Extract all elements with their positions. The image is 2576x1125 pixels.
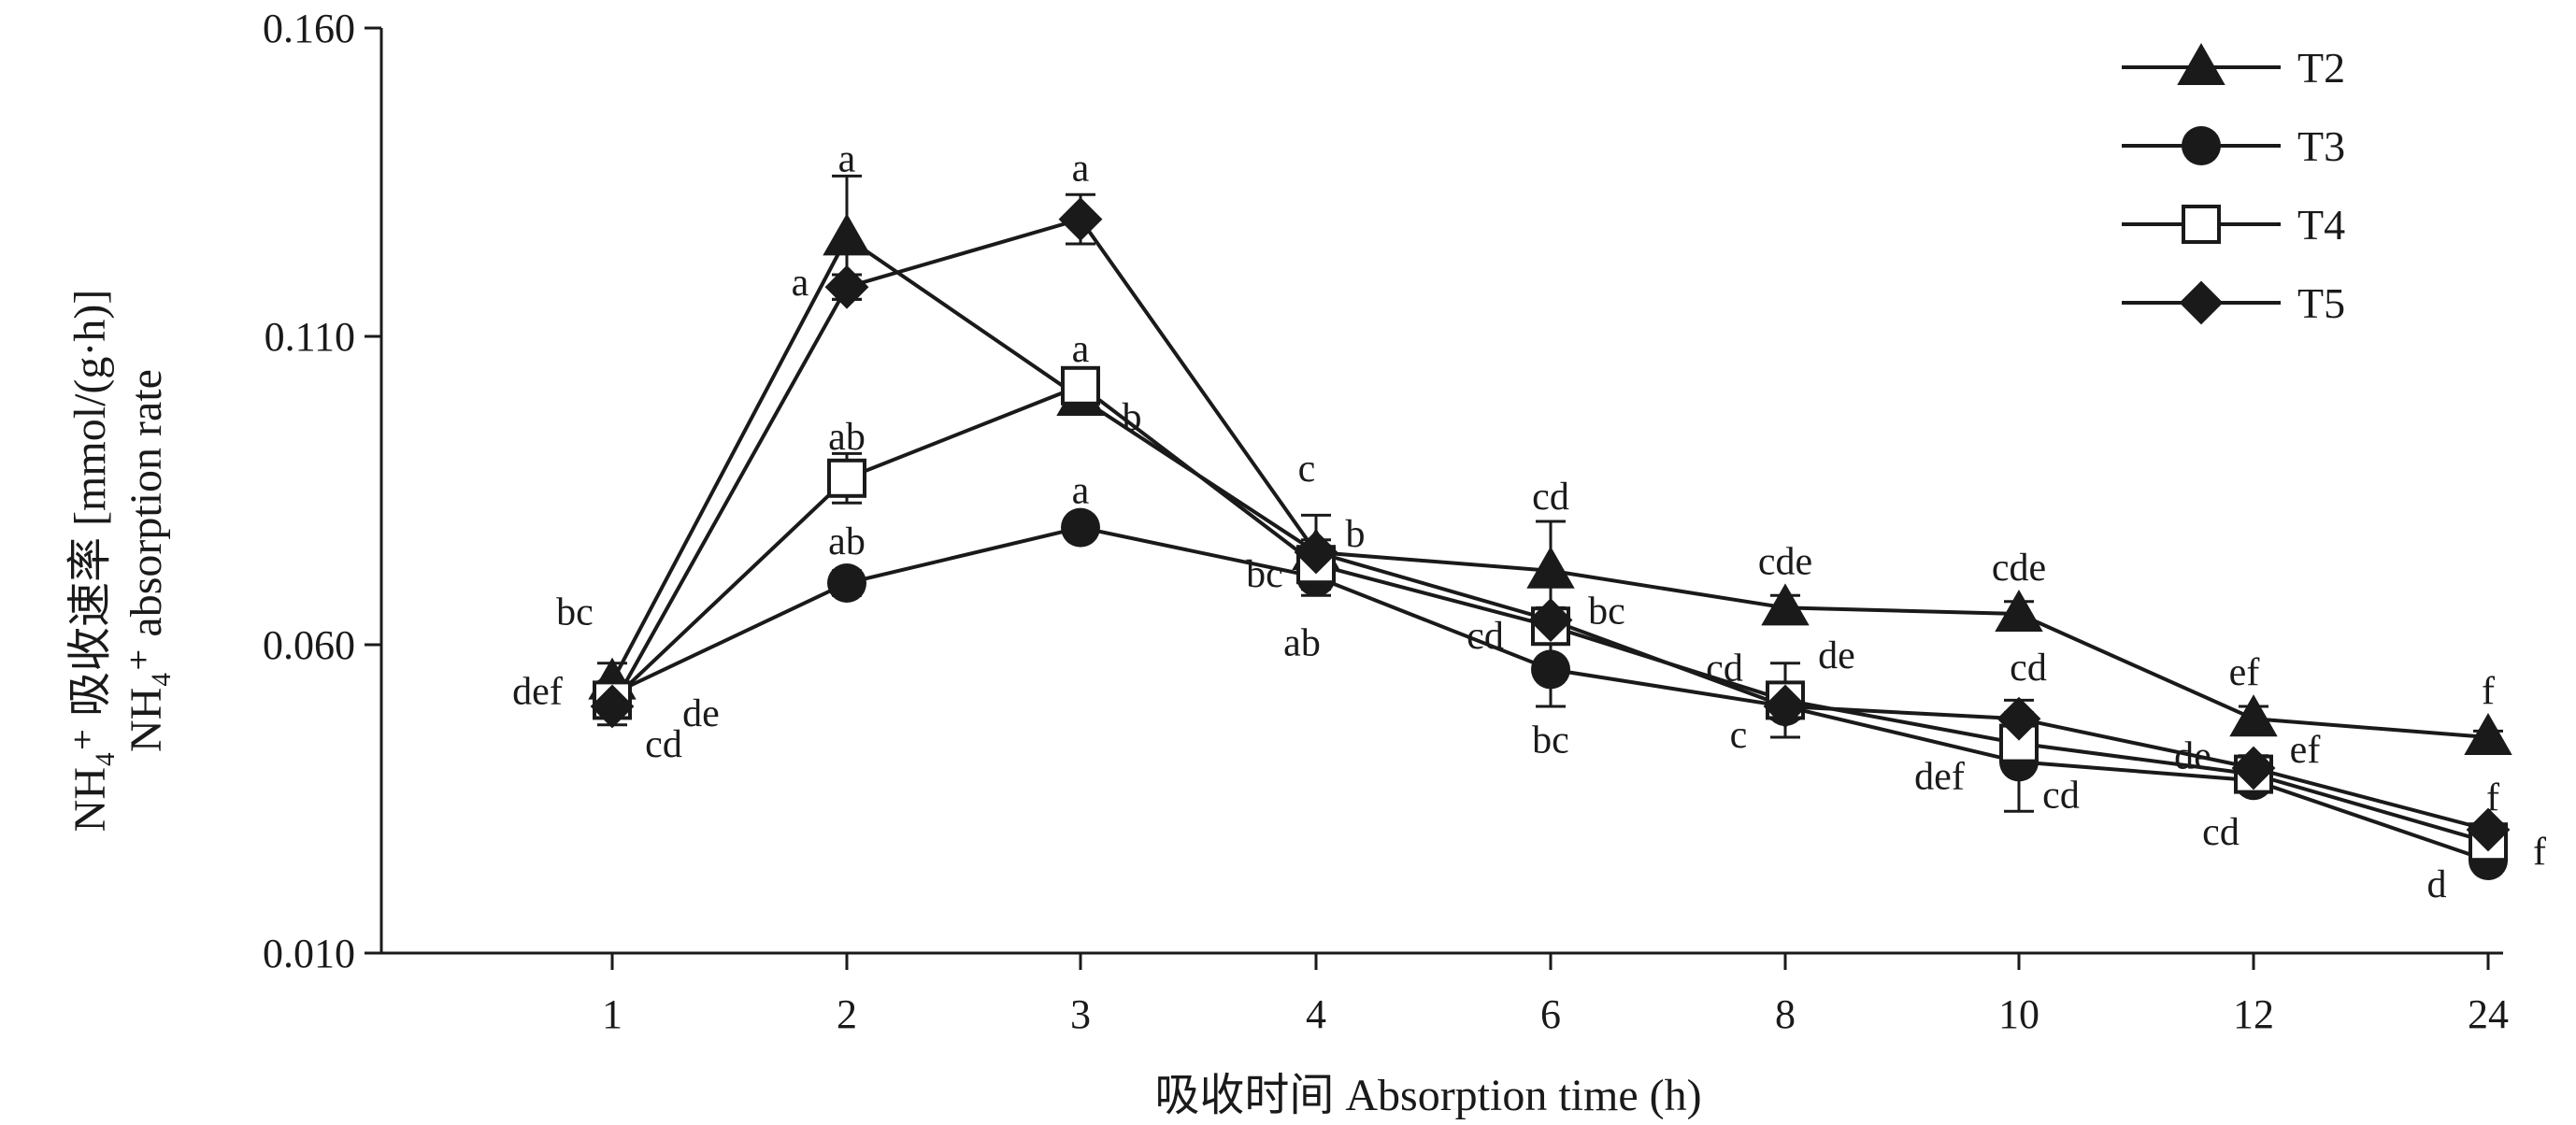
significance-label: de bbox=[1818, 634, 1855, 677]
legend-marker bbox=[2182, 205, 2221, 244]
x-tick-label: 24 bbox=[2468, 991, 2509, 1037]
data-point bbox=[2231, 746, 2276, 790]
significance-label: ab bbox=[828, 416, 866, 459]
data-point bbox=[1763, 684, 1808, 729]
significance-label: bc bbox=[556, 591, 594, 634]
data-point bbox=[827, 563, 866, 603]
x-tick-label: 10 bbox=[1998, 991, 2039, 1037]
significance-label: ab bbox=[828, 520, 866, 563]
data-point bbox=[590, 684, 635, 729]
significance-label: a bbox=[1072, 328, 1090, 371]
legend-item-t2: T2 bbox=[2122, 42, 2345, 92]
x-tick-label: 8 bbox=[1775, 991, 1796, 1037]
significance-label: f bbox=[2533, 831, 2546, 874]
data-point bbox=[1294, 530, 1338, 575]
data-point bbox=[2466, 807, 2511, 852]
x-tick-label: 12 bbox=[2233, 991, 2274, 1037]
y-tick-label: 0.160 bbox=[263, 6, 355, 51]
significance-label: ef bbox=[2229, 651, 2260, 694]
significance-label: c bbox=[1730, 714, 1748, 757]
significance-label: de bbox=[682, 692, 720, 735]
data-point bbox=[1531, 649, 1570, 690]
legend-marker bbox=[2179, 280, 2224, 325]
significance-label: d bbox=[2427, 863, 2447, 906]
significance-label: cde bbox=[1758, 540, 1812, 583]
data-point bbox=[1061, 365, 1100, 406]
x-axis-title: 吸收时间 Absorption time (h) bbox=[1154, 1071, 1701, 1120]
significance-label: cd bbox=[1467, 615, 1504, 658]
significance-label: a bbox=[1072, 148, 1090, 191]
significance-label: a bbox=[1072, 470, 1090, 513]
significance-label: b bbox=[1123, 396, 1142, 439]
y-axis-title-en: NH₄⁺ absorption rate bbox=[122, 369, 171, 752]
legend: T2 T3 T4 T5 bbox=[2122, 42, 2345, 327]
data-point bbox=[1995, 589, 2043, 632]
significance-label: cd bbox=[2010, 647, 2047, 690]
x-tick-label: 3 bbox=[1070, 991, 1091, 1037]
significance-label: cd bbox=[1706, 647, 1743, 690]
x-tick-label: 4 bbox=[1306, 991, 1326, 1037]
y-tick-label: 0.060 bbox=[263, 622, 355, 668]
x-tick-label: 1 bbox=[602, 991, 623, 1037]
y-tick-label: 0.010 bbox=[263, 931, 355, 976]
legend-marker bbox=[2177, 42, 2225, 85]
significance-label: b bbox=[1346, 513, 1366, 556]
significance-label: bc bbox=[1588, 591, 1625, 634]
significance-label: ef bbox=[2290, 729, 2321, 772]
significance-label: de bbox=[2174, 735, 2211, 778]
data-point bbox=[2464, 712, 2512, 755]
significance-label: def bbox=[512, 670, 563, 713]
significance-label: cd bbox=[1532, 476, 1569, 519]
significance-label: f bbox=[2482, 670, 2495, 713]
significance-label: a bbox=[792, 262, 809, 305]
significance-label: cd bbox=[2042, 774, 2080, 817]
data-point bbox=[1996, 696, 2041, 741]
legend-label: T5 bbox=[2297, 279, 2345, 327]
significance-label: ab bbox=[1283, 621, 1321, 664]
data-point bbox=[1526, 546, 1575, 589]
significance-label: bc bbox=[1532, 719, 1569, 762]
series-layer bbox=[588, 174, 2512, 880]
markers-t5 bbox=[590, 197, 2511, 852]
significance-label: a bbox=[838, 137, 856, 180]
data-point bbox=[823, 213, 871, 256]
y-axis-title-cn: NH₄⁺ 吸收速率 [mmol/(g·h)] bbox=[65, 290, 115, 833]
x-tick-label: 2 bbox=[837, 991, 857, 1037]
legend-label: T3 bbox=[2297, 122, 2345, 170]
data-point bbox=[1061, 507, 1100, 548]
significance-label: cde bbox=[1992, 547, 2046, 590]
x-tick-label: 6 bbox=[1540, 991, 1561, 1037]
legend-item-t5: T5 bbox=[2122, 279, 2345, 327]
data-point bbox=[2229, 694, 2278, 737]
data-point bbox=[1761, 583, 1810, 626]
data-point bbox=[1528, 598, 1573, 643]
legend-item-t4: T4 bbox=[2122, 201, 2345, 249]
y-tick-label: 0.110 bbox=[265, 314, 355, 360]
data-point bbox=[827, 458, 866, 498]
significance-label: cd bbox=[2202, 811, 2240, 854]
legend-label: T2 bbox=[2297, 44, 2345, 92]
legend-item-t3: T3 bbox=[2122, 122, 2345, 170]
legend-marker bbox=[2182, 126, 2221, 165]
significance-label: f bbox=[2486, 776, 2499, 819]
significance-label: bc bbox=[1246, 553, 1283, 596]
legend-label: T4 bbox=[2297, 201, 2345, 249]
significance-label: c bbox=[1298, 448, 1316, 491]
data-point bbox=[824, 264, 869, 309]
data-point bbox=[1058, 197, 1103, 242]
significance-label: def bbox=[1914, 756, 1965, 799]
significance-label: cd bbox=[645, 723, 682, 766]
